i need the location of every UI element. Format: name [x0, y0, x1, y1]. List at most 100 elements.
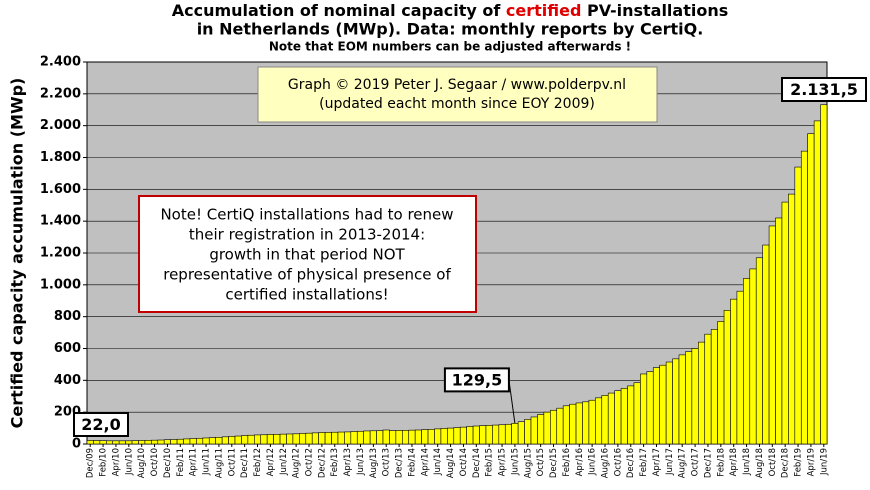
note-text: Note! CertiQ installations had to renew	[160, 206, 453, 224]
bar	[511, 423, 519, 445]
bar	[138, 440, 146, 445]
bar	[305, 432, 313, 445]
bar	[498, 424, 506, 445]
x-tick-label: Dec/16	[626, 448, 636, 478]
bar	[434, 428, 442, 445]
title-part: PV-installations	[581, 1, 728, 20]
bar	[665, 361, 673, 445]
note-text: their registration in 2013-2014:	[189, 226, 425, 244]
bar	[408, 429, 416, 445]
bar	[286, 433, 294, 445]
bar	[768, 225, 776, 445]
x-tick-label: Aug/14	[446, 448, 456, 478]
value-label: 22,0	[81, 415, 120, 434]
x-tick-label: Jun/18	[742, 448, 752, 476]
x-tick-label: Aug/11	[214, 448, 224, 478]
x-tick-label: Jun/19	[819, 448, 829, 476]
x-tick-label: Aug/18	[755, 448, 765, 478]
x-tick-label: Feb/18	[716, 448, 726, 477]
y-tick-label: 1.400	[40, 214, 81, 229]
x-tick-label: Dec/11	[240, 448, 250, 478]
bar	[157, 439, 165, 445]
x-tick-label: Oct/12	[305, 448, 315, 476]
bar	[730, 298, 738, 445]
x-tick-label: Oct/18	[768, 448, 778, 476]
bar	[254, 434, 262, 445]
bar	[775, 217, 783, 445]
bar	[588, 399, 596, 445]
value-label-box	[781, 77, 867, 102]
bar	[163, 439, 171, 445]
x-tick-label: Oct/17	[691, 448, 701, 476]
bar	[331, 431, 339, 445]
chart-subtitle: Note that EOM numbers can be adjusted af…	[269, 40, 631, 54]
bar	[376, 430, 384, 445]
x-tick-label: Dec/18	[781, 448, 791, 478]
bar	[318, 432, 326, 445]
x-tick-label: Feb/14	[407, 448, 417, 477]
bar	[99, 440, 107, 445]
x-tick-label: Oct/10	[150, 448, 160, 476]
bar	[221, 436, 229, 445]
bar	[131, 440, 139, 445]
bar	[530, 416, 538, 445]
bar	[151, 439, 159, 445]
bar	[485, 425, 493, 445]
bar	[228, 436, 236, 445]
bar	[524, 419, 532, 445]
bar	[788, 193, 796, 445]
bar	[800, 150, 808, 445]
bar	[575, 402, 583, 445]
x-tick-label: Jun/11	[202, 448, 212, 476]
bar	[678, 354, 686, 445]
y-tick-label: 1.600	[40, 182, 81, 197]
bar	[717, 321, 725, 445]
value-label: 129,5	[452, 370, 503, 389]
x-tick-label: Aug/15	[523, 448, 533, 478]
x-tick-label: Jun/13	[356, 448, 366, 476]
x-tick-label: Feb/15	[485, 448, 495, 477]
x-tick-label: Oct/16	[613, 448, 623, 476]
x-tick-label: Jun/10	[124, 448, 134, 476]
x-tick-label: Jun/16	[588, 448, 598, 476]
bar	[170, 439, 178, 445]
bar	[299, 433, 307, 445]
x-tick-label: Apr/16	[575, 448, 585, 476]
y-tick-label: 2.200	[40, 86, 81, 101]
bar	[279, 433, 287, 445]
bar	[492, 424, 500, 445]
bar	[691, 348, 699, 445]
x-tick-label: Feb/12	[253, 448, 263, 477]
x-tick-label: Dec/14	[472, 448, 482, 478]
y-axis-label: Certified capacity accumulation (MWp)	[8, 78, 27, 429]
x-tick-label: Apr/11	[189, 448, 199, 476]
bar	[820, 104, 828, 445]
bar	[562, 405, 570, 445]
x-tick-label: Oct/15	[536, 448, 546, 476]
bar	[710, 329, 718, 445]
bar	[601, 395, 609, 445]
y-tick-label: 400	[54, 373, 81, 388]
bar	[421, 429, 429, 445]
x-tick-label: Oct/11	[227, 448, 237, 476]
bar	[260, 434, 268, 445]
y-tick-label: 0	[72, 437, 81, 452]
bar	[356, 430, 364, 445]
title-part: Accumulation of nominal capacity of	[172, 1, 506, 20]
bar	[215, 437, 223, 445]
value-label-box	[443, 367, 510, 393]
note-box	[138, 195, 477, 313]
bar	[324, 432, 332, 445]
x-tick-label: Apr/18	[729, 448, 739, 476]
y-tick-label: 2.400	[40, 55, 81, 70]
x-tick-label: Dec/12	[317, 448, 327, 478]
bar	[743, 278, 751, 445]
bar	[247, 434, 255, 445]
bar	[685, 351, 693, 445]
value-label-box	[73, 412, 129, 437]
chart-title-line2: in Netherlands (MWp). Data: monthly repo…	[197, 20, 704, 39]
bar	[582, 401, 590, 445]
bar	[627, 385, 635, 445]
x-tick-label: Apr/15	[498, 448, 508, 476]
x-tick-label: Apr/12	[266, 448, 276, 476]
